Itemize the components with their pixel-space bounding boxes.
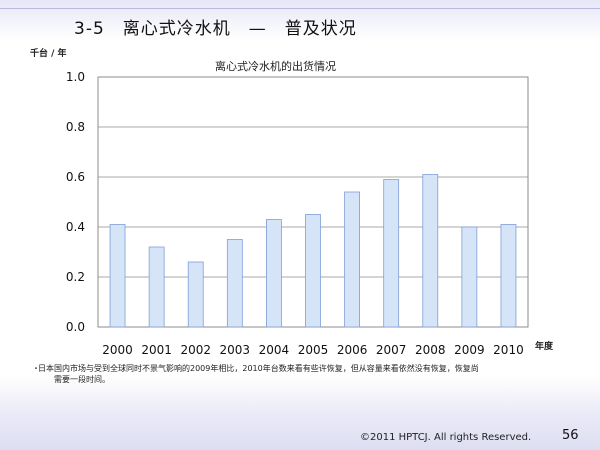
bar bbox=[266, 219, 282, 328]
bar bbox=[461, 226, 478, 328]
x-tick-label: 2009 bbox=[454, 343, 485, 357]
y-tick-label: 0.8 bbox=[66, 120, 85, 134]
header-gradient bbox=[0, 0, 600, 40]
slide-title: 3-5 离心式冷水机 — 普及状况 bbox=[74, 19, 357, 39]
x-tick-label: 2001 bbox=[141, 343, 172, 357]
x-axis-label: 年度 bbox=[535, 340, 554, 352]
y-tick-label: 0.6 bbox=[66, 170, 85, 184]
bar bbox=[187, 261, 204, 328]
x-tick-label: 2000 bbox=[102, 343, 133, 357]
header-rule bbox=[0, 8, 600, 9]
y-axis-unit-label: 千台 / 年 bbox=[30, 49, 67, 59]
footnote-line-1: 日本国内市场与受到全球同时不景气影响的2009年相比，2010年台数来看有些许恢… bbox=[38, 364, 479, 373]
bar bbox=[109, 224, 126, 328]
bar-chart: 0.0 0.2 0.4 0.6 0.8 1.0 2000 2001 2002 2003 2004 20… bbox=[66, 70, 554, 357]
bar bbox=[344, 191, 360, 328]
copyright: ©2011 HPTCJ. All rights Reserved. bbox=[360, 432, 532, 443]
bar bbox=[148, 246, 165, 328]
footnote-bullet: ・ bbox=[32, 364, 40, 373]
bar bbox=[226, 239, 243, 328]
y-tick-label: 1.0 bbox=[66, 70, 85, 84]
x-tick-label: 2008 bbox=[415, 343, 446, 357]
footnote: ・日本国内市场与受到全球同时不景气影响的2009年相比，2010年台数来看有些许… bbox=[32, 363, 552, 385]
y-tick-label: 0.0 bbox=[66, 320, 85, 334]
x-tick-label: 2010 bbox=[493, 343, 524, 357]
bar bbox=[500, 224, 517, 328]
x-tick-label: 2007 bbox=[376, 343, 407, 357]
x-tick-label: 2003 bbox=[220, 343, 251, 357]
x-tick-label: 2002 bbox=[180, 343, 211, 357]
page-number: 56 bbox=[562, 428, 579, 443]
bar bbox=[305, 214, 321, 328]
x-tick-label: 2006 bbox=[337, 343, 368, 357]
chart-title: 离心式冷水机的出货情况 bbox=[215, 60, 336, 73]
bar bbox=[422, 174, 439, 328]
x-tick-label: 2004 bbox=[259, 343, 290, 357]
footnote-line-2: 需要一段时间。 bbox=[54, 375, 110, 384]
y-tick-label: 0.2 bbox=[66, 270, 85, 284]
bar bbox=[383, 179, 400, 328]
y-tick-label: 0.4 bbox=[66, 220, 85, 234]
x-tick-label: 2005 bbox=[298, 343, 329, 357]
footer-gradient bbox=[0, 375, 600, 450]
